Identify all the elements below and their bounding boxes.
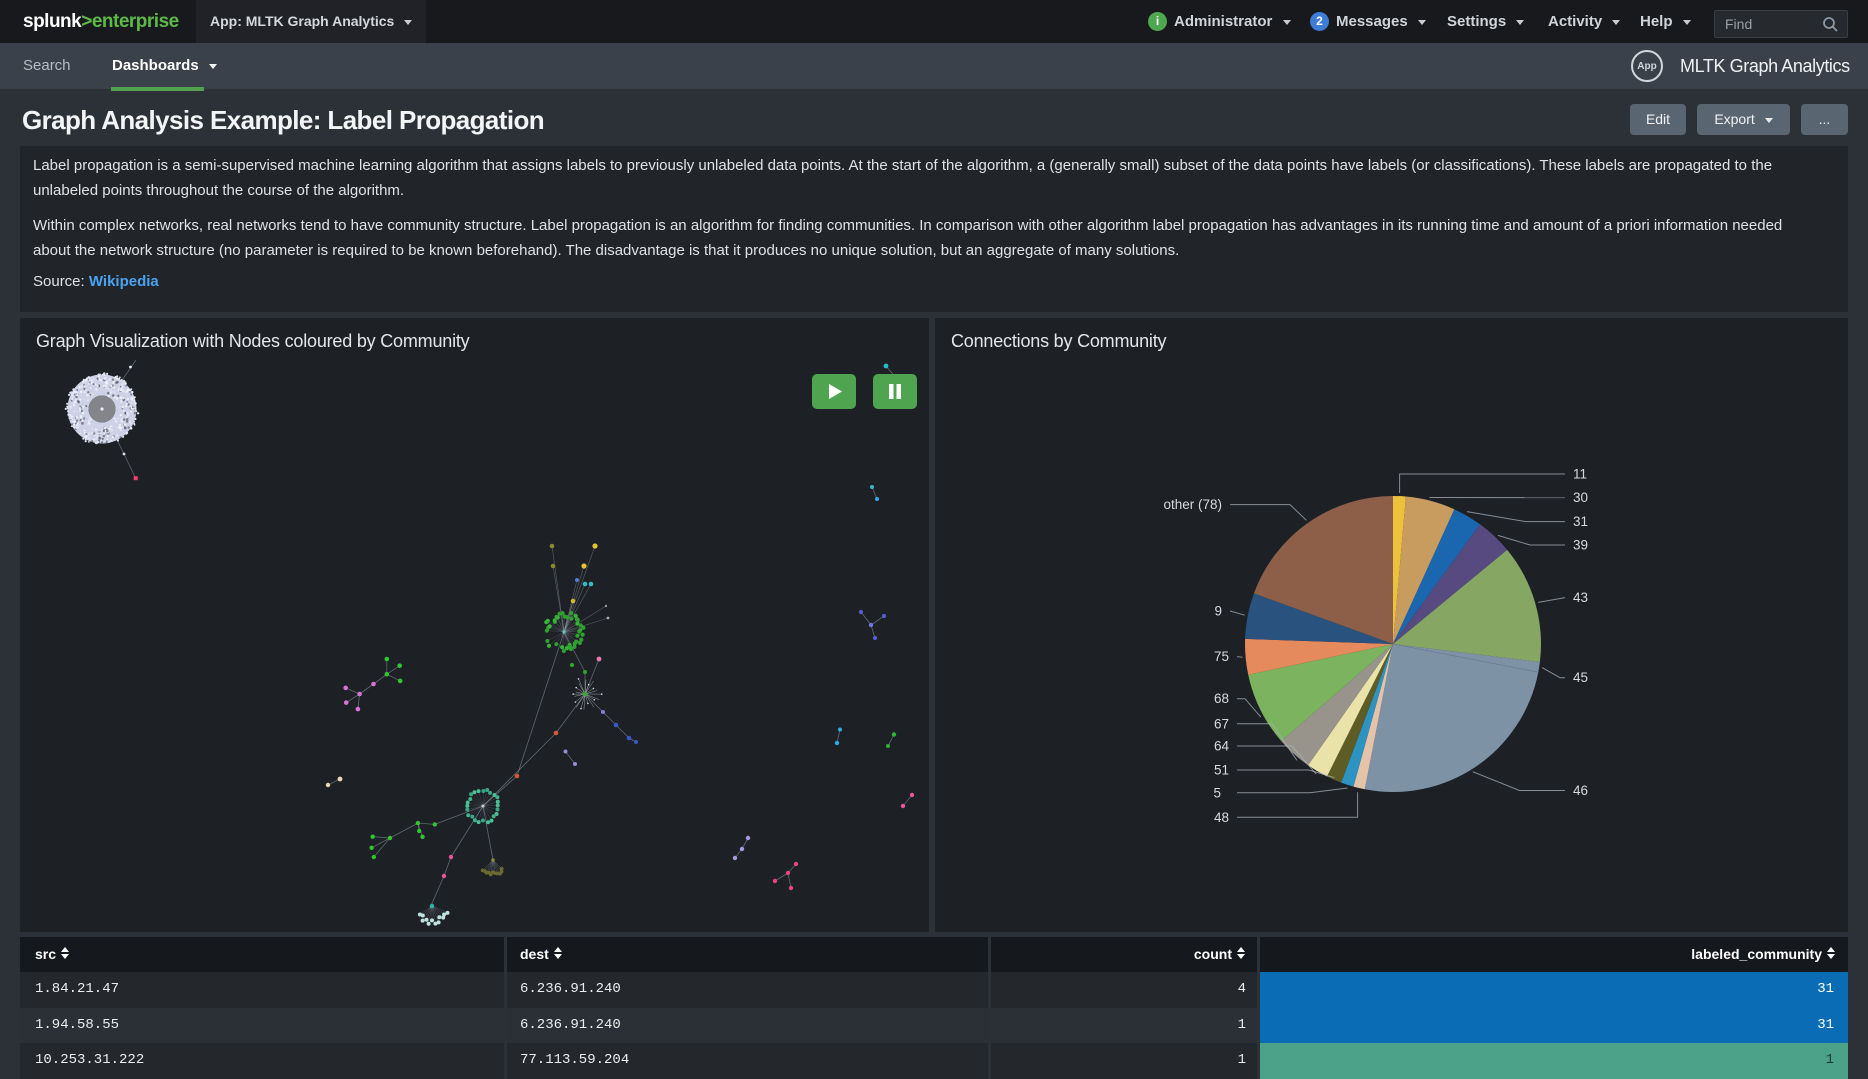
svg-text:30: 30 — [1573, 490, 1588, 505]
svg-text:43: 43 — [1573, 590, 1588, 605]
svg-text:51: 51 — [1214, 763, 1229, 778]
svg-text:45: 45 — [1573, 670, 1588, 685]
svg-text:67: 67 — [1214, 716, 1229, 731]
svg-text:9: 9 — [1214, 604, 1222, 619]
svg-text:5: 5 — [1213, 785, 1221, 800]
svg-text:64: 64 — [1214, 739, 1230, 754]
svg-text:68: 68 — [1214, 691, 1229, 706]
svg-text:48: 48 — [1214, 810, 1229, 825]
svg-text:11: 11 — [1573, 467, 1587, 482]
svg-text:31: 31 — [1573, 514, 1588, 529]
svg-text:other (78): other (78) — [1163, 497, 1222, 512]
svg-text:46: 46 — [1573, 783, 1588, 798]
svg-text:75: 75 — [1214, 649, 1229, 664]
svg-text:39: 39 — [1573, 538, 1588, 553]
